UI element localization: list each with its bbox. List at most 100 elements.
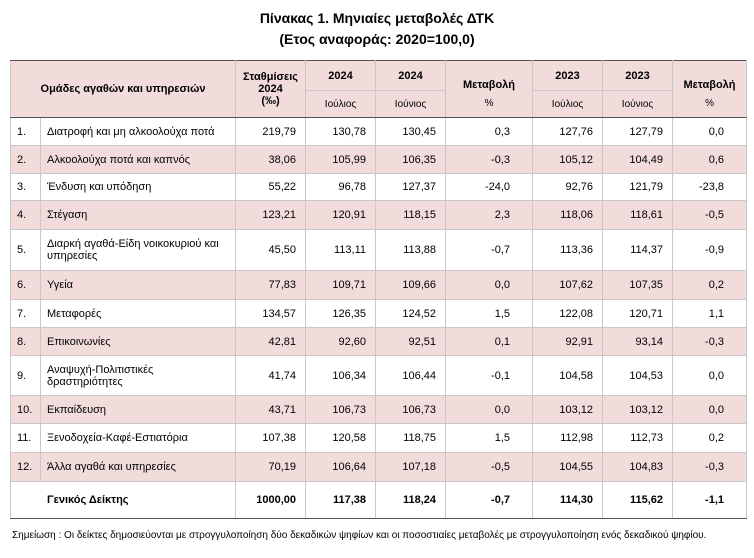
- cell: 0,0: [445, 395, 534, 424]
- cell: 7.: [10, 299, 41, 328]
- cell: 130,78: [305, 117, 377, 146]
- cell: 38,06: [235, 145, 307, 174]
- cell: Διατροφή και μη αλκοολούχα ποτά: [39, 117, 237, 146]
- cell: Άλλα αγαθά και υπηρεσίες: [39, 452, 237, 482]
- cell: 0,0: [445, 270, 534, 300]
- cell: Μεταβολή: [672, 60, 748, 91]
- cell: 8.: [10, 327, 41, 356]
- cell: -0,3: [672, 327, 748, 356]
- cell: Στέγαση: [39, 200, 237, 230]
- cell: 118,61: [602, 200, 674, 230]
- cell: 104,83: [602, 452, 674, 482]
- cell: 1,5: [445, 423, 534, 453]
- cell: 107,18: [375, 452, 447, 482]
- cell: 124,52: [375, 299, 447, 328]
- cell: 70,19: [235, 452, 307, 482]
- cell: 41,74: [235, 355, 307, 396]
- cell: -0,3: [445, 145, 534, 174]
- cell: -0,7: [445, 481, 534, 519]
- table-row: 12. Άλλα αγαθά και υπηρεσίες 70,19 106,64 10…: [10, 452, 748, 482]
- title: Πίνακας 1. Μηνιαίες μεταβολές ΔΤΚ: [259, 10, 495, 26]
- cell: 106,73: [375, 395, 447, 424]
- cell: 112,73: [602, 423, 674, 453]
- cell: Επικοινωνίες: [39, 327, 237, 356]
- cell: Υγεία: [39, 270, 237, 300]
- cell: %: [445, 90, 534, 118]
- cell: -1,1: [672, 481, 748, 519]
- cell: Εκπαίδευση: [39, 395, 237, 424]
- cell: 126,35: [305, 299, 377, 328]
- cell: 6.: [10, 270, 41, 300]
- cell: 130,45: [375, 117, 447, 146]
- cell: 127,76: [532, 117, 604, 146]
- cell: 11.: [10, 423, 41, 453]
- cell: 1,5: [445, 299, 534, 328]
- cell: 219,79: [235, 117, 307, 146]
- table-row: 3. Ένδυση και υπόδηση 55,22 96,78 127,37 -24,…: [10, 173, 748, 201]
- table-row: 11. Ξενοδοχεία-Καφέ-Εστιατόρια 107,38 120,5…: [10, 423, 748, 453]
- cell: 120,91: [305, 200, 377, 230]
- table-row: 8. Επικοινωνίες 42,81 92,60 92,51 0,1 92,91 93,…: [10, 327, 748, 356]
- cell: 105,12: [532, 145, 604, 174]
- cpi-table: Ομάδες αγαθών και υπηρεσιών Σταθμίσεις 20…: [9, 60, 748, 519]
- cell: 134,57: [235, 299, 307, 328]
- cell: Αλκοολούχα ποτά και καπνός: [39, 145, 237, 174]
- cell: 42,81: [235, 327, 307, 356]
- cell: 96,78: [305, 173, 377, 201]
- cell: Αναψυχή-Πολιτιστικές δραστηριότητες: [39, 355, 237, 396]
- table-row: 6. Υγεία 77,83 109,71 109,66 0,0 107,62 107,35 0…: [10, 270, 748, 300]
- cell: 10.: [10, 395, 41, 424]
- cell: Μεταφορές: [39, 299, 237, 328]
- cell: 107,35: [602, 270, 674, 300]
- cell: Ιούλιος: [305, 90, 377, 118]
- cell: 109,66: [375, 270, 447, 300]
- cell: 107,38: [235, 423, 307, 453]
- cell: 92,60: [305, 327, 377, 356]
- cell: Γενικός Δείκτης: [9, 481, 237, 519]
- cell: 104,55: [532, 452, 604, 482]
- cell: 1000,00: [235, 481, 307, 519]
- cell: 117,38: [305, 481, 377, 519]
- table-row: 7. Μεταφορές 134,57 126,35 124,52 1,5 122,08 12…: [10, 299, 748, 328]
- cell: 45,50: [235, 229, 307, 271]
- cell: -0,7: [445, 229, 534, 271]
- cell: %: [672, 90, 748, 118]
- cell: 2,3: [445, 200, 534, 230]
- cell: 121,79: [602, 173, 674, 201]
- cell: 118,24: [375, 481, 447, 519]
- cell: 3.: [10, 173, 41, 201]
- cell: 0,1: [445, 327, 534, 356]
- cell: 2023: [532, 60, 604, 91]
- cell: 104,53: [602, 355, 674, 396]
- cell: 43,71: [235, 395, 307, 424]
- cell: 114,30: [532, 481, 604, 519]
- cell: 118,75: [375, 423, 447, 453]
- cell: 1,1: [672, 299, 748, 328]
- cell: 4.: [10, 200, 41, 230]
- cell: 93,14: [602, 327, 674, 356]
- cell: 109,71: [305, 270, 377, 300]
- cell: 92,51: [375, 327, 447, 356]
- cell: -0,9: [672, 229, 748, 271]
- cell: Ένδυση και υπόδηση: [39, 173, 237, 201]
- cell: 9.: [10, 355, 41, 396]
- cell: 106,44: [375, 355, 447, 396]
- cell: Ιούνιος: [375, 90, 447, 118]
- cell: 118,15: [375, 200, 447, 230]
- cell: 55,22: [235, 173, 307, 201]
- cell: 2024: [375, 60, 447, 91]
- cell: 127,37: [375, 173, 447, 201]
- table-row: 4. Στέγαση 123,21 120,91 118,15 2,3 118,06 118,…: [10, 200, 748, 230]
- cell: 103,12: [532, 395, 604, 424]
- cell: -0,1: [445, 355, 534, 396]
- table-row: 2. Αλκοολούχα ποτά και καπνός 38,06 105,99 1…: [10, 145, 748, 174]
- cell: 106,35: [375, 145, 447, 174]
- cell: 115,62: [602, 481, 674, 519]
- cell: Μεταβολή: [445, 60, 534, 91]
- cell: Ιούλιος: [532, 90, 604, 118]
- cell: 12.: [10, 452, 41, 482]
- cell: 106,73: [305, 395, 377, 424]
- cell: 118,06: [532, 200, 604, 230]
- cell: 113,36: [532, 229, 604, 271]
- cell: 122,08: [532, 299, 604, 328]
